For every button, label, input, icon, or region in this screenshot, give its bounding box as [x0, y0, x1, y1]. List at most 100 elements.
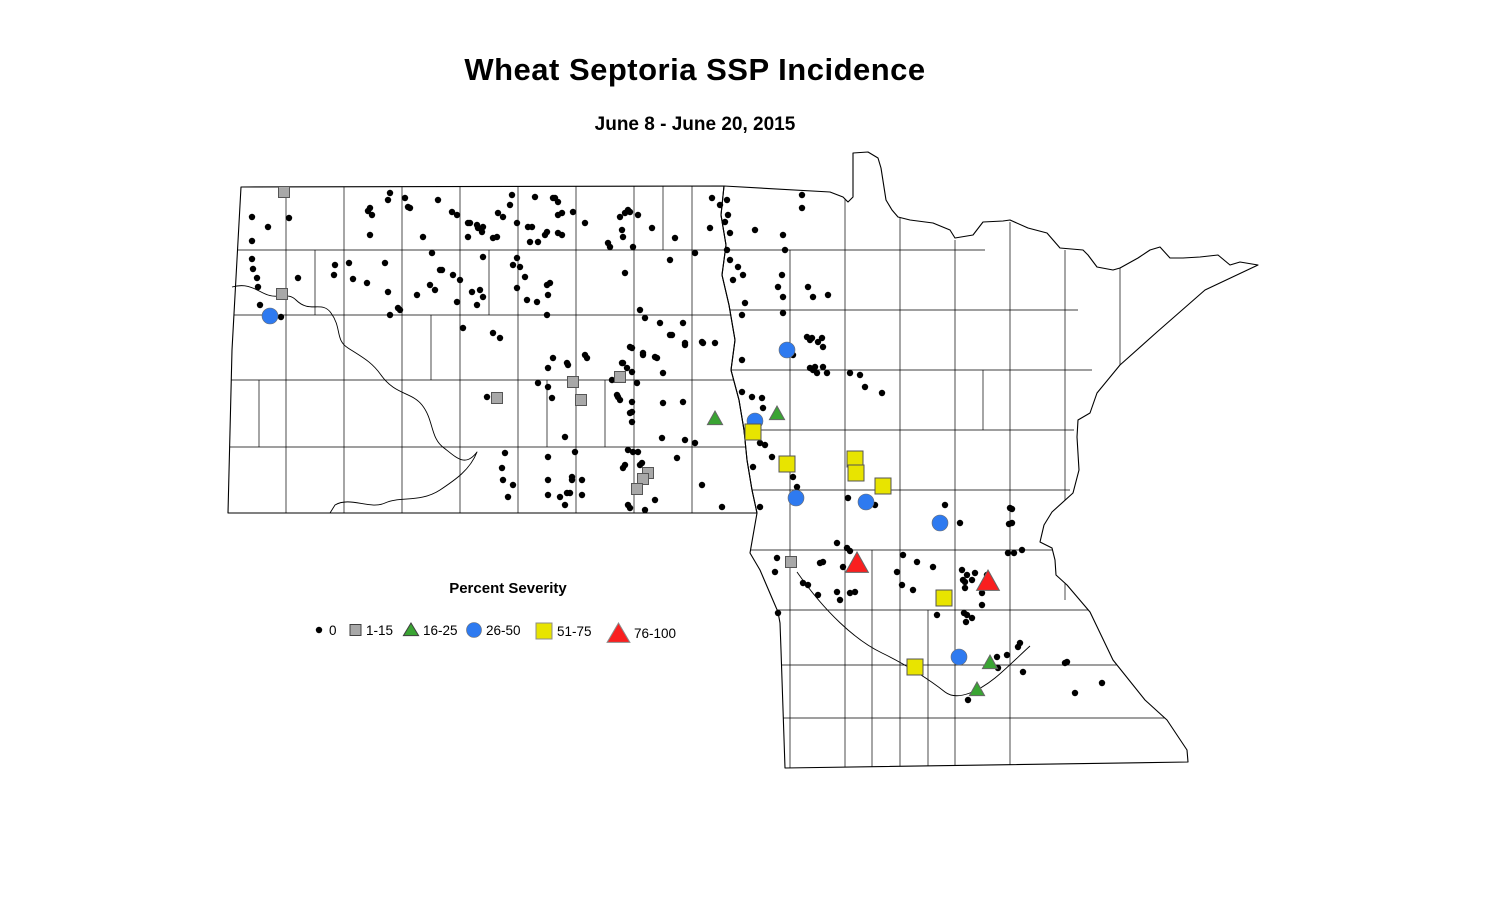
marker-severity-0	[254, 283, 262, 291]
marker-severity-0	[384, 196, 392, 204]
marker-severity-0	[968, 614, 976, 622]
legend-item-label: 16-25	[423, 622, 458, 638]
marker-layer	[248, 186, 1106, 704]
marker-severity-0	[623, 364, 631, 372]
marker-severity-0	[626, 504, 634, 512]
marker-severity-0	[978, 589, 986, 597]
marker-severity-0	[656, 319, 664, 327]
marker-severity-0	[248, 255, 256, 263]
marker-severity-0	[523, 296, 531, 304]
marker-severity-0	[718, 503, 726, 511]
marker-severity-0	[666, 256, 674, 264]
marker-severity-0	[779, 309, 787, 317]
marker-severity-0	[639, 351, 647, 359]
legend-item-label: 26-50	[486, 622, 521, 638]
marker-severity-1-15	[785, 556, 797, 568]
marker-severity-0	[851, 588, 859, 596]
marker-severity-0	[809, 293, 817, 301]
legend-item-1-15: 1-15	[348, 622, 393, 638]
marker-severity-0	[509, 261, 517, 269]
marker-severity-0	[811, 363, 819, 371]
marker-severity-0	[468, 288, 476, 296]
marker-severity-0	[531, 193, 539, 201]
marker-severity-76-100	[975, 568, 1001, 591]
marker-severity-0	[1063, 658, 1071, 666]
marker-severity-26-50	[778, 341, 796, 359]
marker-severity-0	[548, 394, 556, 402]
marker-severity-0	[968, 576, 976, 584]
marker-severity-0	[330, 271, 338, 279]
marker-severity-0	[253, 274, 261, 282]
marker-severity-0	[448, 208, 456, 216]
marker-severity-0	[1071, 689, 1079, 697]
marker-severity-0	[264, 223, 272, 231]
marker-severity-0	[773, 554, 781, 562]
marker-severity-0	[814, 338, 822, 346]
marker-severity-0	[561, 433, 569, 441]
marker-severity-1-15	[614, 371, 626, 383]
marker-severity-0	[544, 383, 552, 391]
marker-severity-0	[963, 611, 971, 619]
marker-severity-0	[679, 398, 687, 406]
marker-severity-1-15	[567, 376, 579, 388]
legend-item-51-75: 51-75	[534, 622, 592, 640]
marker-severity-0	[285, 214, 293, 222]
marker-severity-0	[668, 331, 676, 339]
marker-severity-0	[658, 434, 666, 442]
marker-severity-0	[386, 311, 394, 319]
marker-severity-0	[653, 354, 661, 362]
marker-severity-0	[248, 237, 256, 245]
marker-severity-0	[1004, 549, 1012, 557]
marker-severity-0	[819, 343, 827, 351]
marker-severity-0	[554, 198, 562, 206]
marker-severity-0	[456, 276, 464, 284]
marker-severity-0	[798, 191, 806, 199]
marker-severity-0	[698, 481, 706, 489]
marker-severity-0	[386, 189, 394, 197]
marker-severity-0	[474, 224, 482, 232]
legend-item-label: 76-100	[634, 625, 677, 641]
marker-severity-0	[1008, 505, 1016, 513]
marker-severity-0	[616, 396, 624, 404]
marker-severity-0	[798, 204, 806, 212]
marker-severity-0	[679, 319, 687, 327]
marker-severity-0	[779, 293, 787, 301]
marker-severity-0	[504, 493, 512, 501]
marker-severity-51-75	[906, 658, 924, 676]
marker-severity-0	[499, 476, 507, 484]
marker-severity-0	[961, 578, 969, 586]
marker-severity-0	[993, 653, 1001, 661]
marker-severity-0	[534, 238, 542, 246]
marker-severity-0	[569, 208, 577, 216]
marker-severity-0	[738, 388, 746, 396]
marker-severity-0	[634, 211, 642, 219]
marker-severity-0	[249, 265, 257, 273]
marker-severity-0	[659, 399, 667, 407]
marker-severity-26-50	[261, 307, 279, 325]
marker-severity-0	[561, 501, 569, 509]
marker-severity-0	[958, 566, 966, 574]
marker-severity-0	[774, 283, 782, 291]
marker-severity-0	[248, 213, 256, 221]
marker-severity-0	[546, 279, 554, 287]
marker-severity-0	[498, 464, 506, 472]
marker-severity-0	[526, 238, 534, 246]
marker-severity-0	[962, 618, 970, 626]
marker-severity-0	[909, 586, 917, 594]
marker-severity-0	[628, 408, 636, 416]
marker-severity-0	[756, 503, 764, 511]
marker-severity-0	[781, 246, 789, 254]
red-triangle-icon	[606, 622, 631, 643]
marker-severity-0	[878, 389, 886, 397]
marker-severity-0	[1003, 651, 1011, 659]
marker-severity-0	[566, 489, 574, 497]
marker-severity-0	[628, 398, 636, 406]
marker-severity-0	[856, 371, 864, 379]
marker-severity-0	[464, 233, 472, 241]
marker-severity-0	[729, 276, 737, 284]
marker-severity-0	[544, 453, 552, 461]
marker-severity-0	[618, 226, 626, 234]
marker-severity-0	[1019, 668, 1027, 676]
marker-severity-0	[659, 369, 667, 377]
marker-severity-0	[558, 231, 566, 239]
